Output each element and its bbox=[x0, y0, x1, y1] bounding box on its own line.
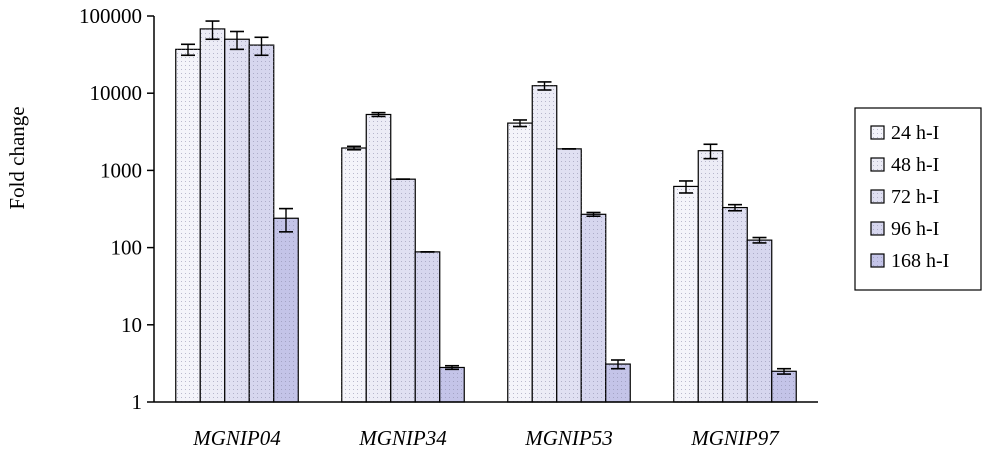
bar-texture bbox=[581, 214, 606, 402]
x-axis: MGNIP04 MGNIP34 MGNIP53 MGNIP97 bbox=[154, 401, 818, 450]
legend-swatch-texture bbox=[871, 190, 884, 203]
bar-texture bbox=[200, 28, 225, 403]
bar-texture bbox=[556, 148, 582, 402]
y-tick-label: 10 bbox=[121, 313, 142, 337]
y-tick-label: 1 bbox=[132, 390, 143, 414]
bar-texture bbox=[175, 49, 201, 402]
legend-swatch-texture bbox=[871, 254, 884, 267]
bar-texture bbox=[698, 150, 723, 402]
bar-texture bbox=[439, 367, 465, 402]
bar-texture bbox=[532, 85, 557, 403]
legend-swatch-texture bbox=[871, 222, 884, 235]
bar-texture bbox=[415, 251, 440, 402]
y-tick-label: 1000 bbox=[100, 158, 142, 182]
bar-texture bbox=[747, 240, 772, 402]
x-tick-label: MGNIP34 bbox=[358, 426, 447, 450]
y-tick-label: 100 bbox=[111, 236, 143, 260]
legend-label: 168 h-I bbox=[891, 250, 949, 272]
y-tick-label: 100000 bbox=[79, 4, 142, 28]
legend-swatch-texture bbox=[871, 158, 884, 171]
bar-texture bbox=[224, 39, 250, 403]
legend-label: 72 h-I bbox=[891, 186, 939, 208]
legend: 24 h-I 48 h-I 72 h-I 96 h-I 168 h-I bbox=[854, 107, 982, 291]
bar-texture bbox=[722, 207, 748, 402]
legend-swatch-texture bbox=[871, 126, 884, 139]
plot-area bbox=[175, 20, 797, 403]
y-tick-label: 10000 bbox=[90, 81, 143, 105]
bar-texture bbox=[366, 114, 391, 402]
bar-texture bbox=[249, 45, 274, 403]
y-axis: 1 10 100 1000 10000 100000 bbox=[79, 4, 155, 414]
legend-label: 96 h-I bbox=[891, 218, 939, 240]
bar-texture bbox=[273, 218, 299, 402]
x-tick-label: MGNIP53 bbox=[524, 426, 613, 450]
bar-texture bbox=[507, 123, 533, 403]
bar-texture bbox=[605, 364, 631, 402]
legend-label: 48 h-I bbox=[891, 154, 939, 176]
bar-texture bbox=[390, 179, 416, 402]
bar-texture bbox=[771, 371, 797, 402]
y-axis-title: Fold change bbox=[5, 106, 29, 209]
bar-texture bbox=[341, 148, 367, 402]
x-tick-label: MGNIP97 bbox=[690, 426, 780, 450]
bar-texture bbox=[673, 186, 699, 402]
legend-label: 24 h-I bbox=[891, 122, 939, 144]
x-tick-label: MGNIP04 bbox=[192, 426, 281, 450]
